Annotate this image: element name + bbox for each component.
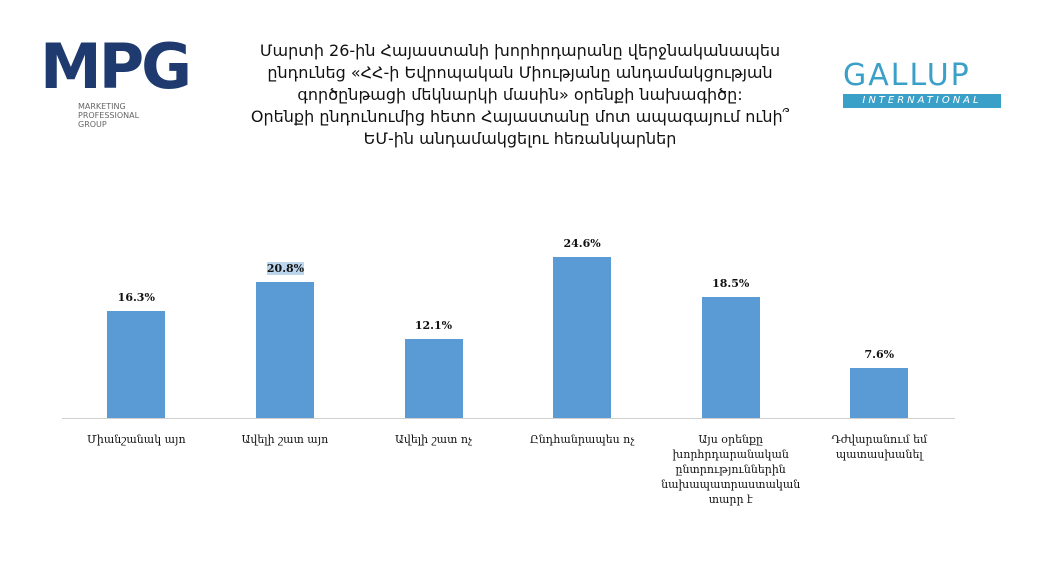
x-tick-label: Միանշանակ այո [86, 433, 186, 446]
x-tick-label: Ավելի շատ այո [241, 433, 329, 446]
x-tick-label: Դժվարանում եմ պատասխանել [831, 433, 928, 461]
mpg-text: GROUP [78, 120, 107, 129]
bar [701, 296, 760, 418]
gallup-logo: GALLUP INTERNATIONAL [843, 60, 1001, 108]
x-tick-label: Ավելի շատ ոչ [395, 433, 472, 446]
title-line: Օրենքի ընդունումից հետո Հայաստանը մոտ ապ… [250, 107, 790, 126]
gallup-sub: INTERNATIONAL [843, 94, 1001, 108]
value-label: 7.6% [864, 348, 895, 362]
gallup-name: GALLUP [843, 58, 971, 93]
x-tick-label: Ընդհանրապես ոչ [529, 433, 635, 446]
value-label: 12.1% [414, 318, 453, 332]
mpg-mark: MPG [40, 30, 192, 103]
bar [255, 281, 314, 418]
value-label: 18.5% [712, 276, 750, 290]
bar [850, 368, 909, 418]
x-tick-label: Այս օրենքը խորհրդարանական ընտրություններ… [661, 433, 801, 506]
title-line: գործընթացի մեկնարկի մասին» օրենքի նախագի… [297, 85, 743, 104]
title-line: Մարտի 26-ին Հայաստանի խորհրդարանը վերջնա… [259, 41, 781, 60]
title-line: ԵՄ-ին անդամակցելու հեռանկարներ [363, 129, 677, 148]
value-label: 16.3% [117, 291, 155, 305]
baseline [62, 418, 955, 419]
mpg-logo: MPG MARKETING PROFESSIONAL GROUP [40, 30, 192, 130]
value-label: 20.8% [266, 261, 305, 275]
chart-title: Մարտի 26-ին Հայաստանի խորհրդարանը վերջնա… [230, 40, 810, 150]
mpg-text: PROFESSIONAL [78, 111, 140, 120]
bar [553, 256, 612, 418]
title-line: ընդունեց «ՀՀ-ի Եվրոպական Միությանը անդամ… [267, 63, 773, 82]
bar [404, 338, 463, 418]
bar [107, 311, 166, 418]
value-label: 24.6% [563, 236, 601, 250]
mpg-text: MARKETING [78, 102, 126, 111]
